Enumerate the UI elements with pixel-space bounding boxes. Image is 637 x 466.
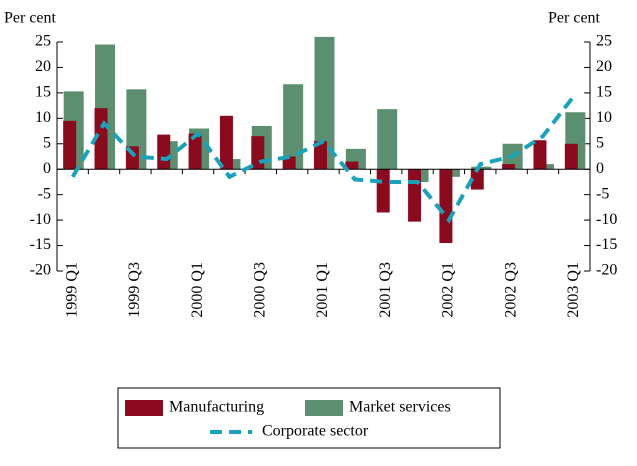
legend-swatch: [305, 400, 343, 416]
legend-label: Corporate sector: [262, 423, 369, 440]
bar: [219, 115, 233, 170]
legend-box: [117, 387, 501, 449]
y2-tick-label: 15: [596, 84, 612, 101]
x-tick-label: 2001 Q3: [377, 262, 394, 318]
y2-tick-label: 5: [596, 134, 604, 151]
y-tick-label: -10: [30, 211, 51, 228]
x-tick-label: 2002 Q3: [502, 262, 519, 318]
y-tick-label: 10: [35, 109, 51, 126]
bar: [377, 109, 398, 170]
bar: [502, 164, 516, 170]
y-tick-label: 5: [43, 134, 51, 151]
y-axis-title: Per cent: [4, 10, 57, 27]
x-tick-label: 1999 Q3: [126, 262, 143, 318]
y2-tick-label: -10: [596, 211, 617, 228]
y2-axis-title: Per cent: [548, 10, 601, 27]
bar: [471, 166, 492, 170]
y2-tick-label: 10: [596, 109, 612, 126]
x-tick-label: 1999 Q1: [63, 262, 80, 318]
legend-label: Market services: [349, 399, 451, 416]
y2-tick-label: -15: [596, 236, 617, 253]
bar: [283, 84, 304, 170]
y-tick-label: 15: [35, 84, 51, 101]
bar: [408, 169, 422, 222]
y2-tick-label: 20: [596, 58, 612, 75]
x-tick-label: 2002 Q1: [440, 262, 457, 318]
bar: [439, 169, 453, 244]
bar: [314, 141, 327, 170]
y-tick-label: 20: [35, 58, 51, 75]
y2-tick-label: -5: [596, 185, 609, 202]
bar: [533, 140, 547, 170]
bar: [314, 36, 335, 170]
x-tick-label: 2001 Q1: [314, 262, 331, 318]
y-tick-label: 0: [43, 160, 51, 177]
bar: [564, 143, 578, 170]
y2-tick-label: -20: [596, 262, 617, 279]
x-tick-label: 2000 Q3: [251, 262, 268, 318]
line: [70, 94, 576, 224]
y2-tick-label: 25: [596, 33, 612, 50]
legend-label: Manufacturing: [169, 399, 264, 416]
bar: [376, 169, 390, 213]
y2-tick-label: 0: [596, 160, 604, 177]
bar: [188, 133, 202, 170]
x-tick-label: 2003 Q1: [565, 262, 582, 318]
y-tick-label: -20: [30, 262, 51, 279]
bar: [282, 156, 296, 170]
y-tick-label: 25: [35, 33, 51, 50]
x-tick-label: 2000 Q1: [189, 262, 206, 318]
bar: [63, 120, 77, 170]
y-tick-label: -15: [30, 236, 51, 253]
bar: [345, 161, 359, 170]
bar: [157, 134, 171, 170]
y-tick-label: -5: [38, 185, 51, 202]
legend-swatch: [125, 400, 163, 416]
bar: [251, 136, 265, 170]
bar: [470, 169, 484, 190]
